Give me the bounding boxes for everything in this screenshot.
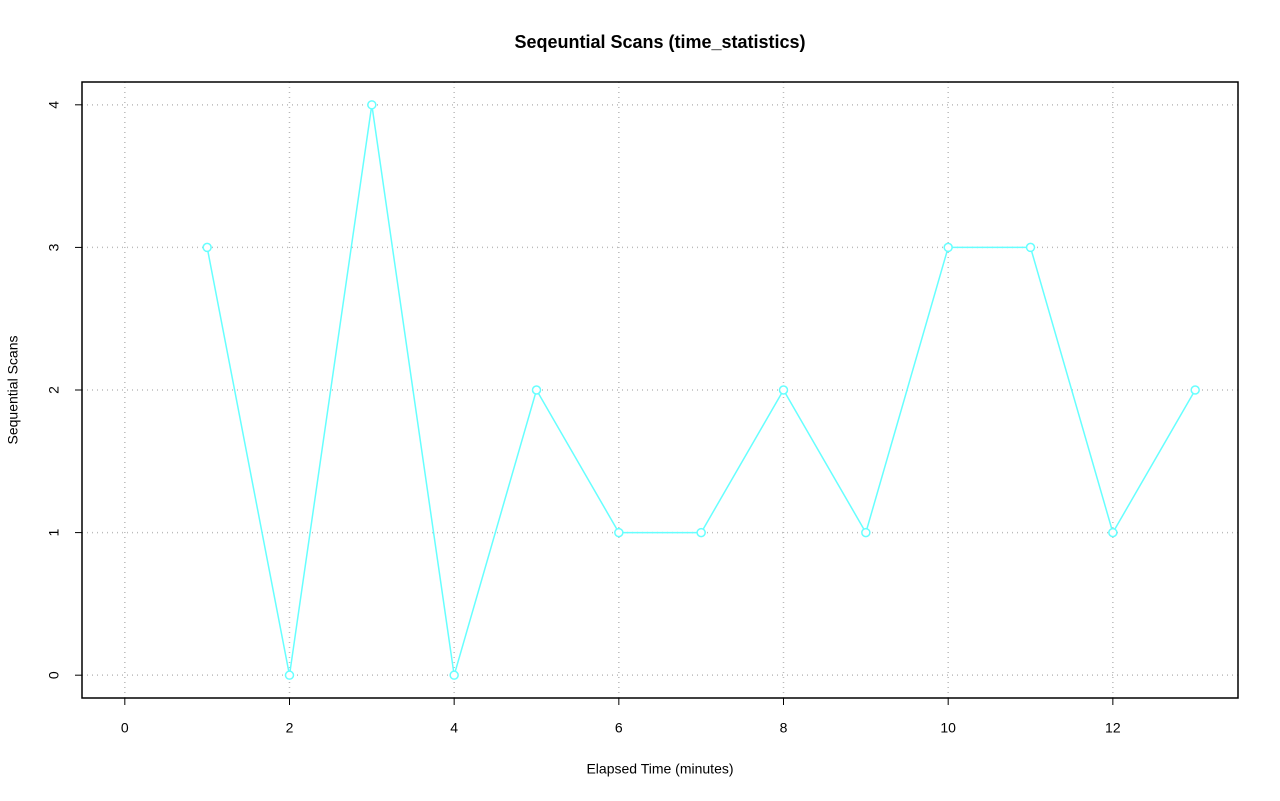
- point: [449, 670, 459, 680]
- x-tick-label: 12: [1105, 720, 1121, 736]
- point: [1025, 242, 1036, 253]
- point: [696, 527, 706, 538]
- point: [778, 385, 789, 395]
- point: [531, 385, 542, 395]
- x-axis-label: Elapsed Time (minutes): [586, 761, 733, 777]
- point: [284, 670, 295, 680]
- point: [614, 527, 624, 538]
- line: [206, 104, 1196, 676]
- y-tick-label: 1: [46, 528, 62, 536]
- y-tick-label: 3: [46, 243, 62, 251]
- point: [1190, 385, 1200, 395]
- x-tick-label: 10: [940, 720, 956, 736]
- point: [861, 527, 871, 538]
- x-tick-label: 8: [780, 720, 788, 736]
- chart-title: Seqeuntial Scans (time_statistics): [514, 32, 805, 52]
- y-tick-label: 4: [46, 101, 62, 109]
- point: [1108, 527, 1118, 538]
- plot-frame: [81, 81, 1239, 699]
- x-tick-label: 4: [450, 720, 458, 736]
- x-tick-label: 0: [121, 720, 129, 736]
- x-tick-label: 2: [286, 720, 294, 736]
- y-tick-label: 2: [46, 386, 62, 394]
- x-tick-label: 6: [615, 720, 623, 736]
- y-tick-label: 0: [46, 671, 62, 679]
- point: [367, 100, 377, 110]
- point: [202, 242, 212, 253]
- point: [943, 242, 953, 253]
- y-axis-label: Sequential Scans: [5, 336, 21, 445]
